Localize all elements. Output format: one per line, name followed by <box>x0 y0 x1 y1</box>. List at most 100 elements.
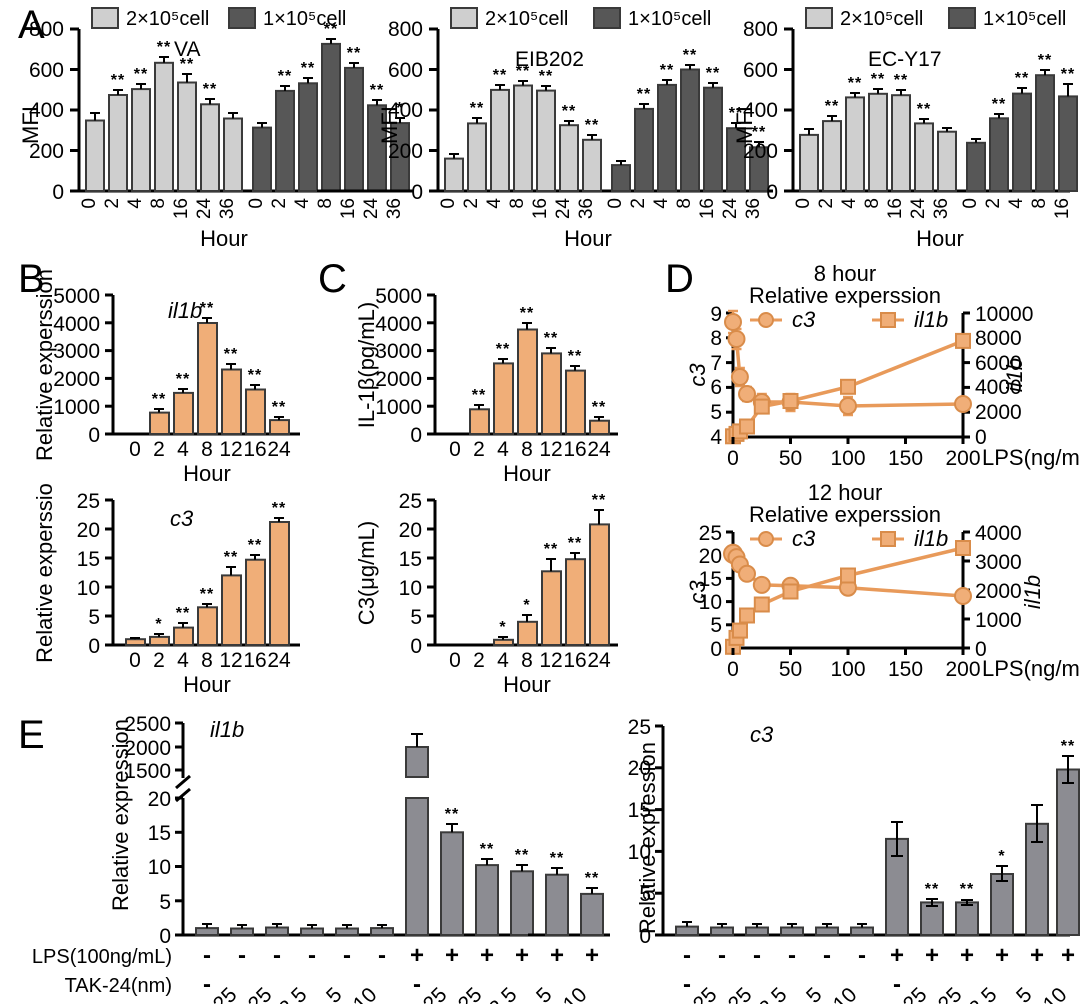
svg-text:4: 4 <box>484 198 505 209</box>
d12-left-axis-label: c3 <box>685 580 710 604</box>
sig-ecy-light-8: ** <box>871 71 885 88</box>
d8-rytick-6000: 6000 <box>975 352 1022 375</box>
y-axis-title-b-il1b: Relative experssion <box>32 269 57 461</box>
e-il1b-ytick-0: 0 <box>159 925 171 948</box>
svg-text:16: 16 <box>338 198 359 219</box>
y-ticks-c-il1b <box>427 293 435 436</box>
d8-rytick-4000: 4000 <box>975 376 1022 399</box>
e-c3-lps-row: - - - - - - + + + + + + <box>683 942 1075 969</box>
x-ticklabels-va: 0 2 4 8 16 24 36 0 2 4 8 16 24 36 <box>79 198 405 220</box>
legend-swatch-dark-2 <box>593 7 621 29</box>
panel-d-chart-8hour: 8 hour Relative experssion 4 <box>685 261 1080 470</box>
panel-c: C 0 1000 2000 3000 4000 5000 IL-1β(pg/mL… <box>318 257 618 697</box>
d12-lytick-15: 15 <box>699 568 722 591</box>
y-tick-ecy-800: 800 <box>743 18 778 41</box>
svg-text:8: 8 <box>148 198 169 209</box>
sig-c-il1b-24: ** <box>592 399 606 416</box>
svg-text:2: 2 <box>983 198 1004 209</box>
d8-left-axis-label: c3 <box>685 363 710 387</box>
x-axis-title-b-c3: Hour <box>183 672 231 697</box>
x-axis-title-va: Hour <box>200 226 248 251</box>
x-ticklabels-ecy17: 0 2 4 8 16 24 36 0 2 4 8 16 <box>793 198 1073 220</box>
panel-d-letter: D <box>665 257 694 301</box>
d8-right-axis-label: il1b <box>1002 358 1027 392</box>
svg-text:24: 24 <box>267 438 291 461</box>
b-il1b-ytick-2000: 2000 <box>53 368 100 391</box>
svg-text:2: 2 <box>102 198 123 209</box>
svg-text:16: 16 <box>243 438 266 461</box>
x-axis-title-eib202: Hour <box>564 226 612 251</box>
svg-text:8: 8 <box>315 198 336 209</box>
svg-text:2: 2 <box>153 438 165 461</box>
y-ticks-b-il1b <box>105 293 113 436</box>
bars-eib-dark <box>611 68 769 193</box>
strain-title-eib202: EIB202 <box>515 48 584 71</box>
svg-text:-: - <box>273 942 281 969</box>
y-tick-ecy-600: 600 <box>743 59 778 82</box>
svg-text:-: - <box>203 942 211 969</box>
errorbars-b-il1b <box>154 317 284 421</box>
sig-b-c3-2: * <box>155 616 162 633</box>
svg-text:12: 12 <box>539 649 562 672</box>
svg-text:8: 8 <box>507 198 528 209</box>
svg-text:36: 36 <box>384 198 405 219</box>
sig-e-il1b-3: ** <box>515 847 529 864</box>
sig-eib-dark-8: ** <box>683 47 697 64</box>
panel-a-letter: A <box>18 3 45 47</box>
svg-text:+: + <box>890 942 904 969</box>
sig-b-il1b-8: ** <box>200 300 214 317</box>
c-il1b-ytick-3000: 3000 <box>375 340 422 363</box>
sig-ecy-light-24: ** <box>917 101 931 118</box>
d8-lytick-4: 4 <box>710 426 722 449</box>
d12-rytick-3000: 3000 <box>975 551 1022 574</box>
svg-text:+: + <box>585 942 599 969</box>
svg-text:+: + <box>925 942 939 969</box>
d12-title: 12 hour <box>808 480 883 505</box>
y-tick-va-0: 0 <box>52 181 64 204</box>
panel-b: B 0 1000 2000 3000 4000 5000 Relative ex… <box>18 257 300 697</box>
svg-text:4: 4 <box>292 198 313 209</box>
svg-text:-: - <box>823 942 831 969</box>
d8-rytick-8000: 8000 <box>975 327 1022 350</box>
svg-text:8: 8 <box>1029 198 1050 209</box>
svg-text:24: 24 <box>587 649 611 672</box>
errorbars-e-il1b-control <box>202 923 387 929</box>
errorbars-va-dark <box>257 38 405 128</box>
y-tick-va-200: 200 <box>29 140 64 163</box>
svg-text:12: 12 <box>219 438 242 461</box>
svg-text:-: - <box>203 971 211 998</box>
svg-text:4: 4 <box>497 438 509 461</box>
y-tick-va-800: 800 <box>29 18 64 41</box>
sig-c-il1b-16: ** <box>568 348 582 365</box>
sig-c-c3-4: * <box>499 619 506 636</box>
svg-text:4: 4 <box>497 649 509 672</box>
svg-text:4: 4 <box>177 438 189 461</box>
errorbars-e-c3-control <box>682 921 867 928</box>
gene-label-b-c3: c3 <box>170 506 194 531</box>
svg-text:-: - <box>718 942 726 969</box>
svg-text:2: 2 <box>628 198 649 209</box>
e-il1b-lps-row: - - - - - - + + + + + + <box>203 942 599 969</box>
errorbars-c-c3 <box>498 509 604 640</box>
y-axis-title-c-il1b: IL-1β(pg/mL) <box>354 302 379 428</box>
svg-text:50: 50 <box>779 447 802 470</box>
svg-text:0: 0 <box>129 438 141 461</box>
panel-c-chart-c3: 0 5 10 15 20 25 C3(μg/mL) * * <box>354 490 618 697</box>
y-tick-ecy-400: 400 <box>743 99 778 122</box>
panel-b-letter: B <box>18 257 45 301</box>
d12-lytick-20: 20 <box>699 545 722 568</box>
legend-label-light-3: 2×10⁵cell <box>840 8 923 30</box>
svg-text:-: - <box>683 971 691 998</box>
y-ticks-c-c3 <box>427 498 435 647</box>
sig-va-dark-24: ** <box>370 82 384 99</box>
x-axis-title-b-il1b: Hour <box>183 461 231 486</box>
d12-lytick-5: 5 <box>710 614 722 637</box>
svg-text:24: 24 <box>720 198 741 220</box>
sig-ecy-light-2: ** <box>825 98 839 115</box>
svg-text:2: 2 <box>153 649 165 672</box>
svg-text:+: + <box>445 942 459 969</box>
e-il1b-ytick-5: 5 <box>159 891 171 914</box>
x-ticklabels-b-il1b: 0 2 4 8 12 16 24 <box>129 438 291 461</box>
sig-e-c3-1: ** <box>925 881 939 898</box>
